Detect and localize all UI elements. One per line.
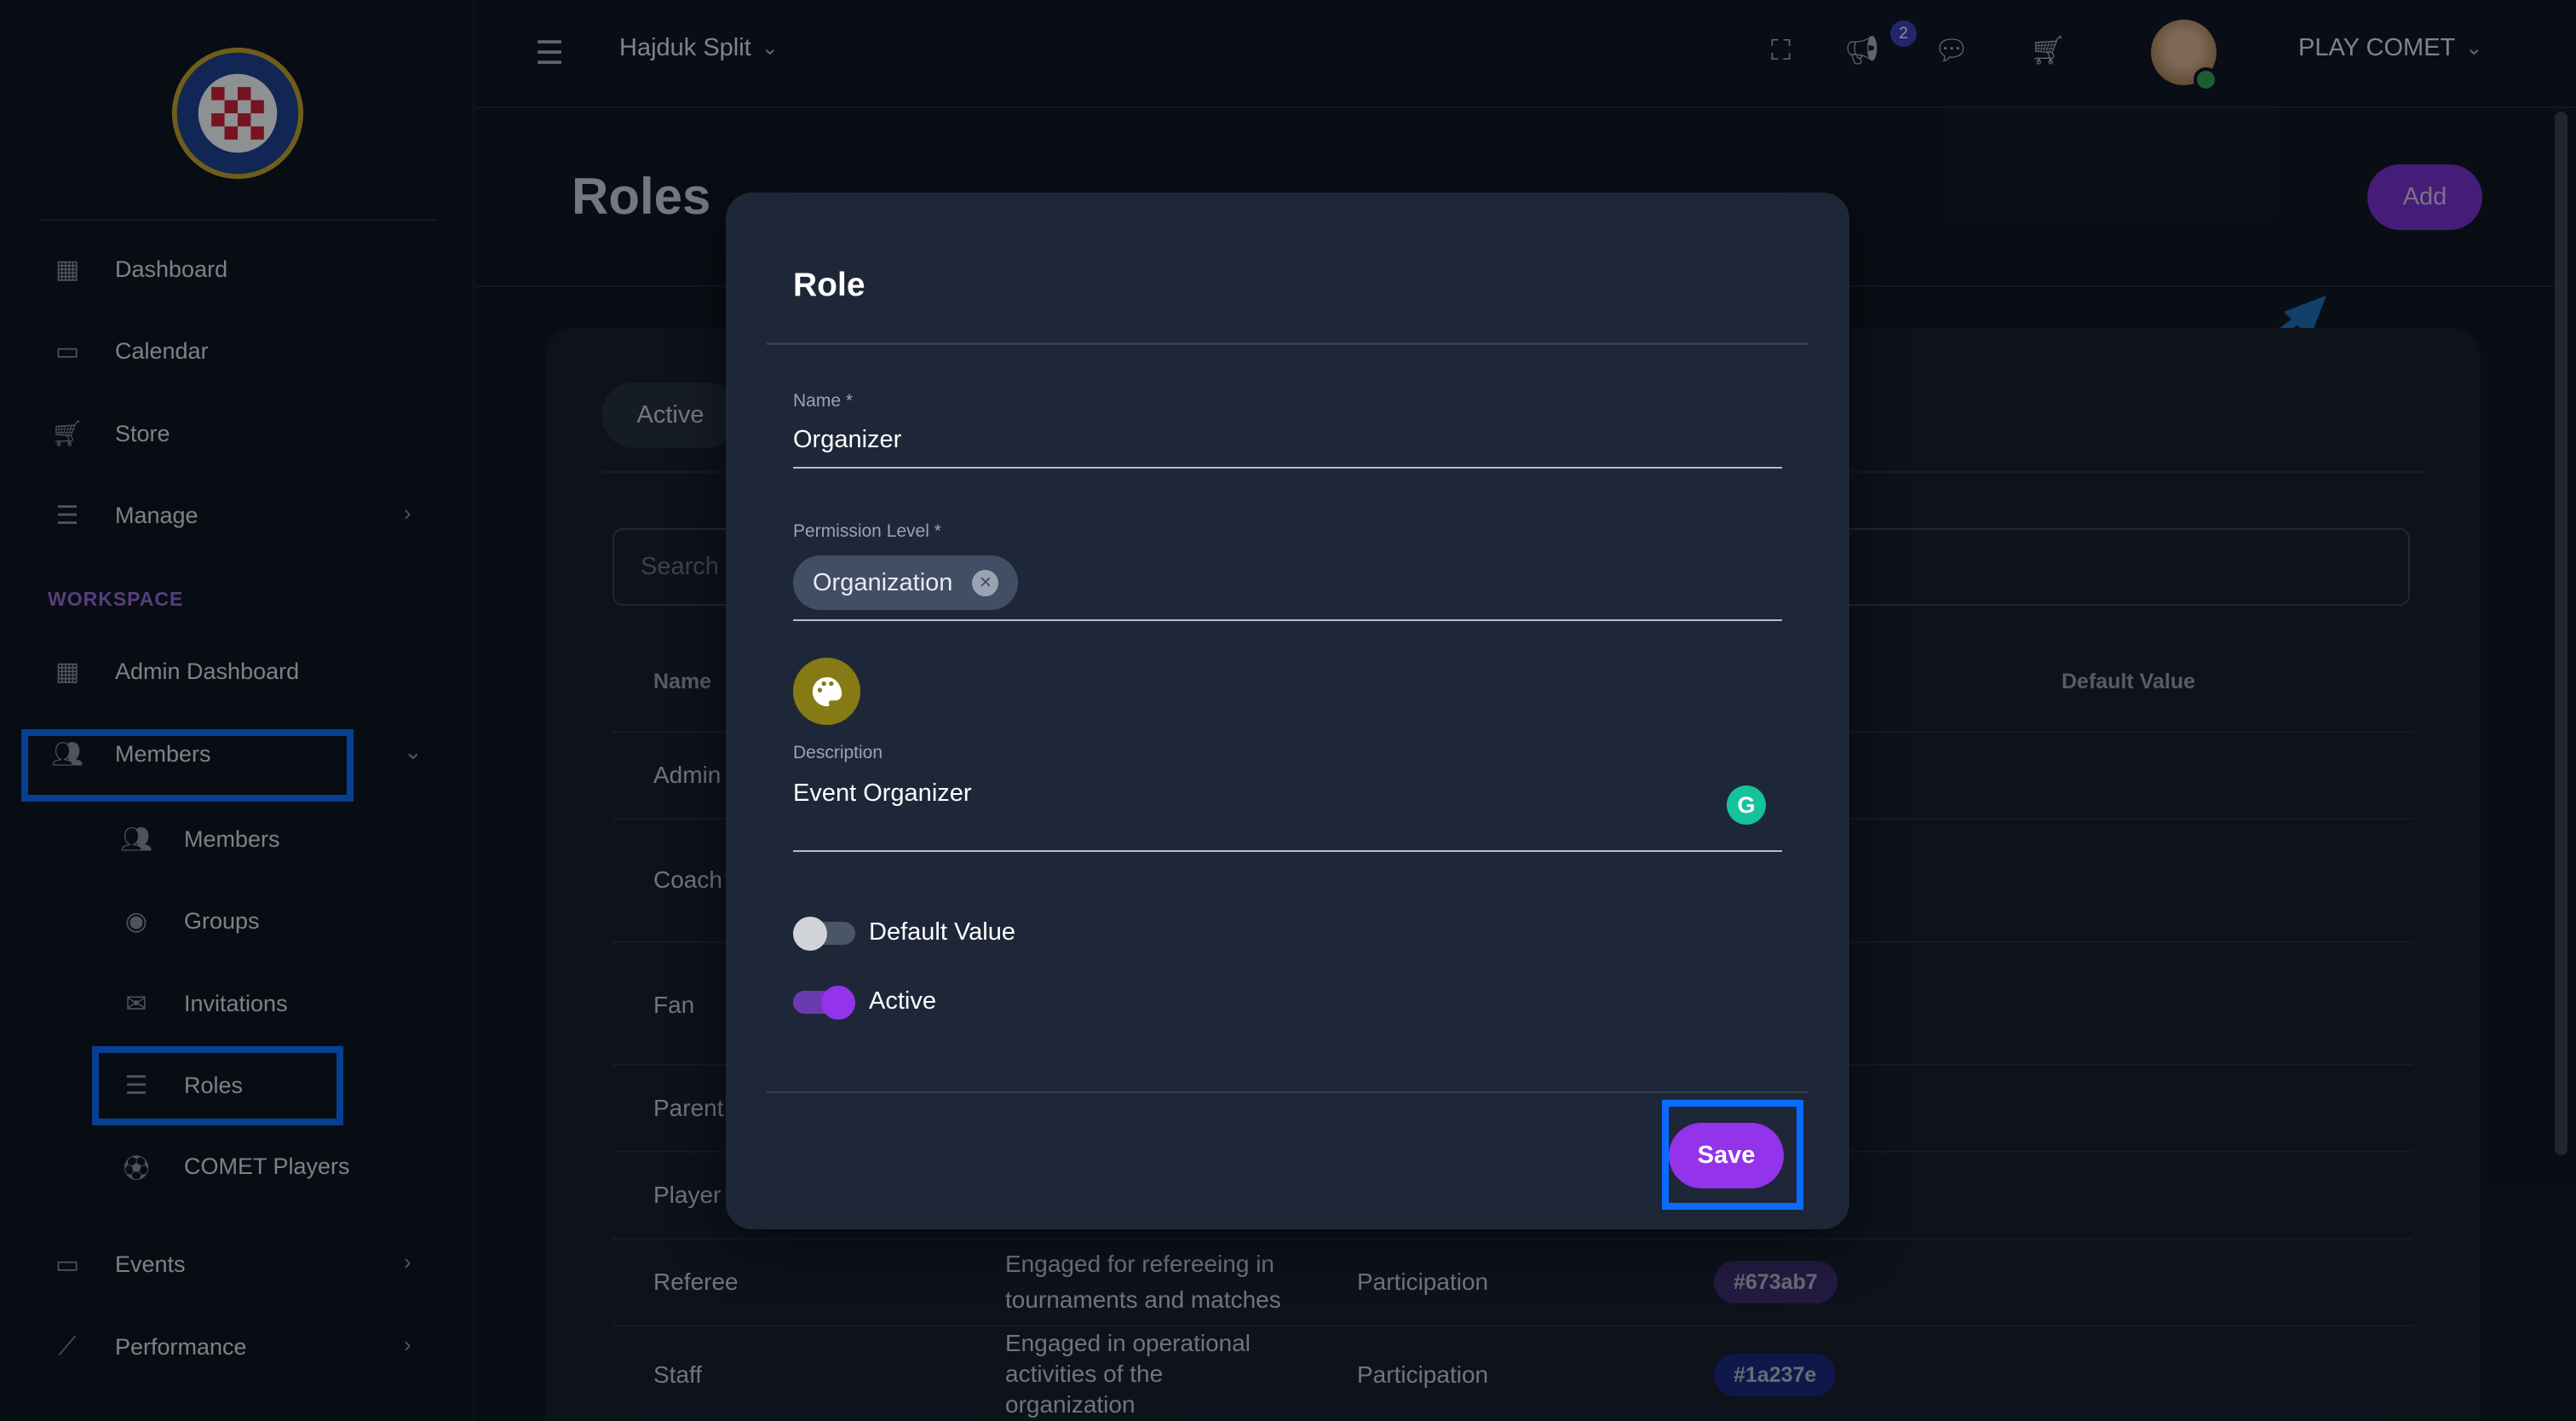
- mail-icon: ✉: [125, 989, 147, 1018]
- sidebar: ▦ Dashboard ▭ Calendar 🛒︎ Store ☰ Manage…: [0, 0, 474, 1421]
- highlight-box: [92, 1046, 343, 1125]
- topbar: ☰ Hajduk Split ⌄ ⛶ 📢︎ 2 💬︎ 🛒︎ PLAY COMET…: [476, 0, 2576, 108]
- active-label: Active: [869, 987, 936, 1015]
- sidebar-divider: [39, 219, 437, 221]
- table-row[interactable]: Staff Engaged in operational activities o…: [612, 1325, 2413, 1421]
- grammarly-icon[interactable]: G: [1727, 785, 1766, 825]
- column-header-default-value: Default Value: [2061, 670, 2195, 693]
- table-row[interactable]: Referee Engaged for refereeing in tournam…: [612, 1238, 2413, 1326]
- name-label: Name *: [793, 391, 854, 411]
- name-underline: [793, 467, 1782, 469]
- chat-icon[interactable]: 💬︎: [1934, 34, 1969, 66]
- menu-icon[interactable]: ☰: [535, 36, 565, 72]
- highlight-box: [21, 729, 354, 802]
- sidebar-subitem-comet-players[interactable]: ⚽︎ COMET Players: [0, 1134, 350, 1200]
- chevron-down-icon: ⌄: [761, 37, 779, 60]
- people-icon: 👥︎: [50, 739, 84, 768]
- scrollbar[interactable]: [2555, 112, 2567, 1155]
- sidebar-subitem-invitations[interactable]: ✉ Invitations: [0, 971, 287, 1037]
- close-icon[interactable]: ✕: [972, 569, 999, 596]
- list-icon: ☰: [55, 501, 79, 530]
- add-button[interactable]: Add: [2367, 164, 2482, 230]
- megaphone-icon[interactable]: 📢︎: [1844, 34, 1880, 66]
- sidebar-subitem-members[interactable]: 👥︎ Members: [0, 807, 280, 872]
- default-value-toggle[interactable]: [793, 917, 855, 951]
- color-badge: #673ab7: [1714, 1261, 1837, 1303]
- sidebar-subitem-roles[interactable]: ☰ Roles: [0, 1053, 256, 1119]
- highlight-box: [1662, 1100, 1803, 1210]
- chevron-right-icon: ›: [404, 1332, 411, 1357]
- sidebar-item-members[interactable]: 👥︎ Members ⌄: [0, 722, 474, 787]
- cart-icon: 🛒︎: [50, 419, 84, 448]
- calendar-icon: ▭: [55, 1250, 80, 1279]
- save-button[interactable]: Save: [1669, 1123, 1784, 1188]
- notification-badge: 2: [1890, 20, 1917, 47]
- dashboard-icon: ▦: [55, 657, 80, 686]
- permission-level-chip[interactable]: Organization ✕: [793, 555, 1019, 610]
- permission-level-label: Permission Level *: [793, 521, 941, 541]
- chevron-right-icon: ›: [404, 500, 411, 526]
- sidebar-item-calendar[interactable]: ▭ Calendar: [0, 319, 256, 384]
- description-label: Description: [793, 743, 883, 762]
- sidebar-subitem-groups[interactable]: ◉ Groups: [0, 889, 260, 954]
- groups-icon: ◉: [124, 906, 148, 935]
- list-icon: ☰: [124, 1071, 148, 1100]
- fullscreen-icon[interactable]: ⛶: [1771, 34, 1791, 66]
- role-dialog: Role Name * Organizer Permission Level *…: [726, 193, 1849, 1229]
- sidebar-item-events[interactable]: ▭ Events ›: [0, 1232, 474, 1297]
- palette-icon[interactable]: [793, 658, 860, 725]
- sidebar-item-dashboard[interactable]: ▦ Dashboard: [0, 237, 256, 302]
- user-menu[interactable]: PLAY COMET ⌄: [2298, 34, 2483, 61]
- online-status-dot: [2194, 67, 2218, 92]
- permission-underline: [793, 619, 1782, 621]
- sidebar-item-store[interactable]: 🛒︎ Store: [0, 401, 256, 467]
- toggle-knob: [821, 986, 855, 1020]
- cart-icon[interactable]: 🛒︎: [2030, 34, 2066, 66]
- chevron-right-icon: ›: [404, 1249, 411, 1274]
- page-title: Roles: [572, 168, 711, 225]
- people-icon: 👥︎: [119, 825, 153, 854]
- sidebar-item-performance[interactable]: ⟋ Performance ›: [0, 1315, 474, 1380]
- active-toggle[interactable]: [793, 986, 855, 1020]
- org-selector[interactable]: Hajduk Split ⌄: [619, 34, 779, 61]
- sidebar-item-admin-dashboard[interactable]: ▦ Admin Dashboard: [0, 639, 299, 705]
- description-field[interactable]: Event Organizer: [793, 780, 972, 807]
- chart-icon: ⟋: [58, 1332, 77, 1361]
- default-value-label: Default Value: [869, 918, 1015, 946]
- ball-icon: ⚽︎: [124, 1155, 149, 1183]
- dialog-title: Role: [793, 267, 865, 303]
- dialog-divider: [767, 342, 1808, 345]
- dashboard-icon: ▦: [55, 255, 80, 284]
- calendar-icon: ▭: [55, 337, 80, 365]
- section-label: WORKSPACE: [48, 588, 184, 610]
- chevron-down-icon: ⌄: [2465, 37, 2483, 60]
- toggle-knob: [793, 917, 827, 951]
- color-badge: #1a237e: [1714, 1354, 1837, 1396]
- column-header-name: Name: [653, 670, 712, 693]
- club-logo: [171, 47, 304, 180]
- tab-active[interactable]: Active: [601, 383, 739, 448]
- chevron-down-icon: ⌄: [404, 739, 423, 764]
- sidebar-item-manage[interactable]: ☰ Manage ›: [0, 483, 474, 549]
- description-underline: [793, 850, 1782, 852]
- dialog-footer-divider: [767, 1091, 1808, 1093]
- name-field[interactable]: Organizer: [793, 426, 902, 453]
